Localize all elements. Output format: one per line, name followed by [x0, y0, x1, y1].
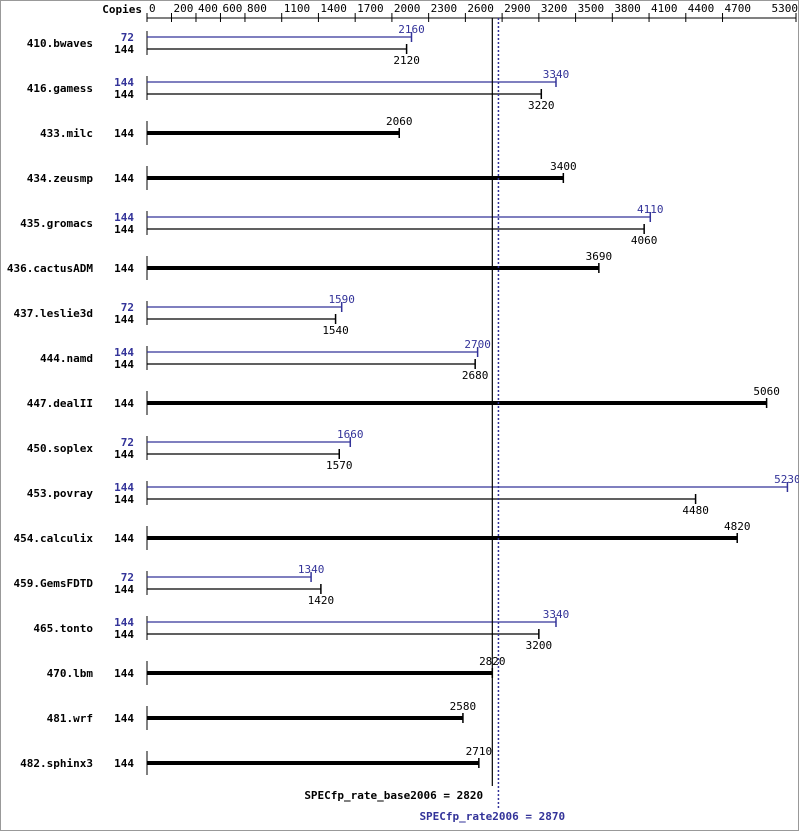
benchmark-label: 447.dealII — [27, 397, 93, 410]
benchmark-label: 454.calculix — [14, 532, 94, 545]
value-label: 1570 — [326, 459, 353, 472]
x-tick-label: 3200 — [541, 2, 568, 15]
x-tick-label: 1100 — [284, 2, 311, 15]
benchmark-label: 482.sphinx3 — [20, 757, 93, 770]
copies-label: 144 — [114, 127, 134, 140]
benchmark-label: 437.leslie3d — [14, 307, 93, 320]
benchmark-label: 470.lbm — [47, 667, 94, 680]
value-label: 2580 — [450, 700, 477, 713]
x-tick-label: 1400 — [320, 2, 347, 15]
value-label: 4060 — [631, 234, 658, 247]
copies-label: 144 — [114, 262, 134, 275]
x-tick-label: 5300 — [772, 2, 799, 15]
copies-label: 144 — [114, 313, 134, 326]
benchmark-label: 434.zeusmp — [27, 172, 94, 185]
benchmark-label: 450.soplex — [27, 442, 94, 455]
value-label: 1660 — [337, 428, 364, 441]
copies-label: 144 — [114, 358, 134, 371]
x-tick-label: 4400 — [688, 2, 715, 15]
copies-label: 72 — [121, 31, 134, 44]
benchmark-label: 465.tonto — [33, 622, 93, 635]
benchmark-label: 433.milc — [40, 127, 93, 140]
x-tick-label: 2900 — [504, 2, 531, 15]
copies-label: 144 — [114, 172, 134, 185]
x-tick-label: 2300 — [431, 2, 458, 15]
value-label: 1540 — [322, 324, 349, 337]
benchmark-label: 481.wrf — [47, 712, 93, 725]
reference-label: SPECfp_rate2006 = 2870 — [419, 810, 565, 823]
benchmark-label: 416.gamess — [27, 82, 93, 95]
value-label: 2680 — [462, 369, 489, 382]
x-tick-label: 600 — [222, 2, 242, 15]
reference-label: SPECfp_rate_base2006 = 2820 — [304, 789, 483, 802]
benchmark-label: 435.gromacs — [20, 217, 93, 230]
x-tick-label: 800 — [247, 2, 267, 15]
value-label: 4110 — [637, 203, 664, 216]
copies-label: 144 — [114, 583, 134, 596]
value-label: 1590 — [328, 293, 355, 306]
copies-label: 144 — [114, 88, 134, 101]
x-tick-label: 400 — [198, 2, 218, 15]
copies-label: 144 — [114, 532, 134, 545]
copies-label: 144 — [114, 448, 134, 461]
x-tick-label: 200 — [173, 2, 193, 15]
value-label: 1340 — [298, 563, 325, 576]
copies-label: 144 — [114, 667, 134, 680]
copies-label: 72 — [121, 301, 134, 314]
value-label: 5230 — [774, 473, 799, 486]
copies-label: 72 — [121, 571, 134, 584]
benchmark-label: 436.cactusADM — [7, 262, 93, 275]
value-label: 2710 — [466, 745, 493, 758]
value-label: 2060 — [386, 115, 413, 128]
benchmark-label: 459.GemsFDTD — [14, 577, 94, 590]
copies-label: 144 — [114, 43, 134, 56]
x-tick-label: 4700 — [725, 2, 752, 15]
copies-label: 144 — [114, 493, 134, 506]
value-label: 2120 — [393, 54, 420, 67]
copies-label: 144 — [114, 481, 134, 494]
x-tick-label: 3800 — [614, 2, 641, 15]
value-label: 3200 — [526, 639, 553, 652]
copies-label: 144 — [114, 616, 134, 629]
copies-header: Copies — [102, 3, 142, 16]
value-label: 1420 — [308, 594, 335, 607]
copies-label: 144 — [114, 757, 134, 770]
value-label: 3690 — [586, 250, 613, 263]
value-label: 3340 — [543, 608, 570, 621]
x-tick-label: 2000 — [394, 2, 421, 15]
x-tick-label: 1700 — [357, 2, 384, 15]
copies-label: 144 — [114, 628, 134, 641]
value-label: 4820 — [724, 520, 751, 533]
x-tick-label: 4100 — [651, 2, 678, 15]
value-label: 4480 — [682, 504, 709, 517]
copies-label: 144 — [114, 223, 134, 236]
value-label: 3400 — [550, 160, 577, 173]
value-label: 3220 — [528, 99, 555, 112]
copies-label: 144 — [114, 211, 134, 224]
copies-label: 72 — [121, 436, 134, 449]
x-tick-label: 2600 — [467, 2, 494, 15]
x-tick-label: 0 — [149, 2, 156, 15]
benchmark-label: 453.povray — [27, 487, 94, 500]
value-label: 2160 — [398, 23, 425, 36]
x-tick-label: 3500 — [578, 2, 605, 15]
value-label: 3340 — [543, 68, 570, 81]
value-label: 2700 — [464, 338, 491, 351]
copies-label: 144 — [114, 346, 134, 359]
copies-label: 144 — [114, 712, 134, 725]
benchmark-label: 410.bwaves — [27, 37, 93, 50]
copies-label: 144 — [114, 76, 134, 89]
copies-label: 144 — [114, 397, 134, 410]
value-label: 5060 — [753, 385, 780, 398]
benchmark-label: 444.namd — [40, 352, 93, 365]
